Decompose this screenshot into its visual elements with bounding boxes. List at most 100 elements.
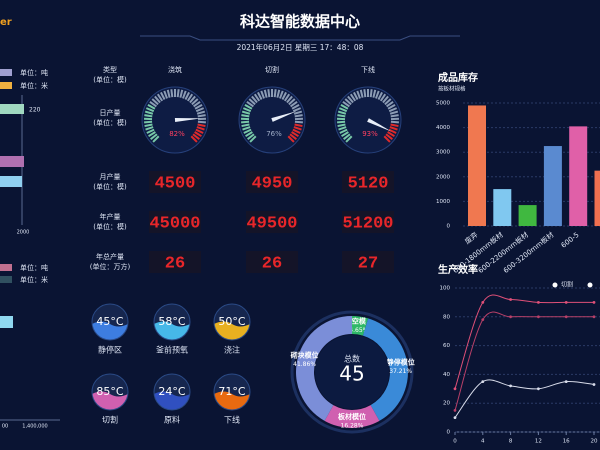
bar [569, 126, 588, 226]
gauge-tick [349, 93, 357, 102]
ball-ring [213, 303, 251, 341]
y-tick-label: 2000 [436, 174, 450, 180]
segment-value: 16.28% [341, 423, 364, 430]
gauge-value: 82% [169, 130, 185, 138]
gauge-tick [294, 114, 303, 118]
gauge-tick [286, 95, 293, 104]
gauge-tick [356, 90, 361, 99]
led-value: 27 [358, 254, 378, 273]
swatch [0, 264, 12, 271]
ball-ring [213, 373, 251, 411]
gauge-tick [337, 123, 346, 128]
row-label: 年总产量 [96, 252, 124, 261]
gauge-tick [359, 89, 364, 98]
gauge-tick [245, 131, 253, 138]
y-tick-label: 80 [443, 314, 450, 320]
ball-fill [154, 321, 190, 340]
gauge-tick [347, 95, 354, 104]
ball-ring [153, 303, 191, 341]
y-tick-label: 0 [447, 430, 451, 436]
gauge-tick [150, 133, 158, 140]
gauge-tick [281, 91, 287, 100]
logo: er [0, 17, 12, 28]
bar [543, 146, 562, 226]
gauge-tick [156, 93, 164, 102]
gauge-tick [244, 103, 253, 110]
led-background [246, 211, 298, 233]
x-tick-label: 12 [535, 439, 542, 445]
point [481, 380, 485, 383]
gauge-tick [195, 128, 204, 134]
point [537, 387, 540, 391]
gauge-tick [242, 107, 252, 113]
point [537, 301, 540, 304]
row-label: 年产量 [100, 212, 121, 221]
gauge-tick [151, 98, 159, 106]
led-value: 49500 [246, 214, 297, 233]
led-value: 4950 [252, 174, 293, 193]
gauge-tick [176, 89, 180, 98]
title: 科达智能数据中心 [240, 13, 360, 31]
donut-segment [324, 405, 380, 428]
center-value: 45 [339, 362, 364, 386]
led-value: 4500 [155, 174, 196, 193]
gauge-tick [293, 110, 303, 115]
gauge-tick [197, 114, 206, 118]
gauge-tick [166, 89, 171, 98]
gauge-needle [174, 118, 201, 122]
led-value: 26 [262, 254, 282, 273]
gauge-tick [144, 114, 153, 118]
row-label: 月产量 [100, 172, 121, 181]
donut-segment [296, 316, 352, 421]
point [481, 301, 485, 304]
y-tick-label: 5000 [436, 101, 450, 107]
axis-label: 2000 [17, 230, 30, 236]
gauge-tick [353, 91, 359, 100]
point [509, 298, 512, 301]
led-background [246, 171, 298, 193]
bar [594, 170, 600, 226]
point [481, 318, 485, 322]
gauge-tick [242, 126, 251, 131]
segment-value: 37.21% [389, 368, 412, 375]
gauge-tick [253, 93, 261, 102]
legend-label: 切割 [561, 281, 573, 289]
segment-label: 砌块模位 [290, 351, 319, 360]
legend-dot [552, 282, 558, 288]
donut-halo [290, 310, 414, 434]
ball-fill [214, 391, 250, 410]
bar [0, 104, 24, 114]
temperature-label: 釜前预氧 [156, 345, 188, 355]
gauge-needle [367, 118, 392, 132]
bar [0, 176, 22, 187]
gauge-tick [337, 120, 346, 124]
legend-dot [587, 282, 593, 288]
gauge-tick [267, 89, 271, 98]
gauge-tick [337, 110, 347, 115]
bar [493, 189, 512, 226]
gauge-tick [193, 100, 201, 108]
chart-subtitle: 按板材规格 [438, 85, 466, 93]
gauge-tick [283, 93, 291, 102]
point [592, 315, 596, 319]
gauge-tick [291, 131, 299, 138]
temperature: 45°C [96, 315, 123, 328]
gauge-tick [194, 131, 202, 138]
temperature: 71°C [218, 385, 245, 398]
led-background [342, 251, 394, 273]
led-value: 45000 [149, 214, 200, 233]
column-header: 切割 [265, 65, 279, 74]
y-tick-label: 40 [443, 372, 450, 378]
x-tick-label: 0 [453, 439, 457, 445]
row-unit: (单位：模) [93, 182, 127, 191]
y-tick-label: 20 [443, 401, 450, 407]
column-header: 下线 [361, 65, 375, 74]
gauge-tick [294, 123, 303, 128]
gauge-tick [263, 89, 268, 98]
gauge-tick [144, 123, 153, 128]
gauge-tick [144, 120, 153, 124]
legend: 单位：吨 [20, 68, 48, 77]
gauge-tick [337, 114, 346, 118]
gauge-tick [260, 90, 265, 99]
left-panel: 单位：吨 单位：米 220 2000 单位：吨 单位：米 00 1,400,00… [0, 68, 60, 430]
